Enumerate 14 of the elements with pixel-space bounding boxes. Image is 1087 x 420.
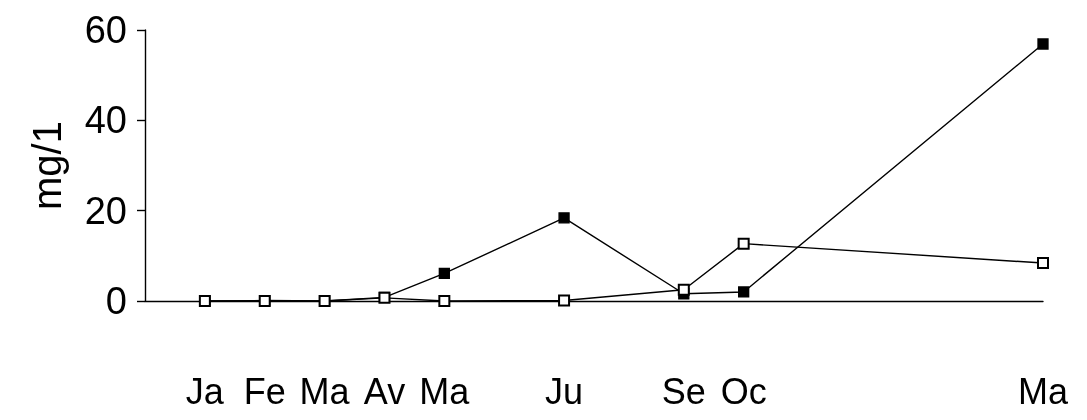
x-tick-label: Av xyxy=(363,370,406,412)
x-tick-label: Se xyxy=(661,370,706,412)
y-tick-label: 40 xyxy=(84,99,127,142)
y-tick-label: 20 xyxy=(84,189,127,232)
y-axis-title: mg/1 xyxy=(25,121,69,210)
x-tick-label: Ma xyxy=(1017,370,1069,412)
x-tick-label: Fe xyxy=(243,370,286,412)
x-tick-label: Ju xyxy=(545,370,584,412)
x-tick-label: Oc xyxy=(720,370,767,412)
y-tick-label: 60 xyxy=(84,9,127,51)
y-tick-label: 0 xyxy=(105,280,127,322)
x-tick-label: Ma xyxy=(299,370,351,412)
x-tick-label: Ma xyxy=(419,370,471,412)
x-tick-label: Ja xyxy=(185,370,225,412)
